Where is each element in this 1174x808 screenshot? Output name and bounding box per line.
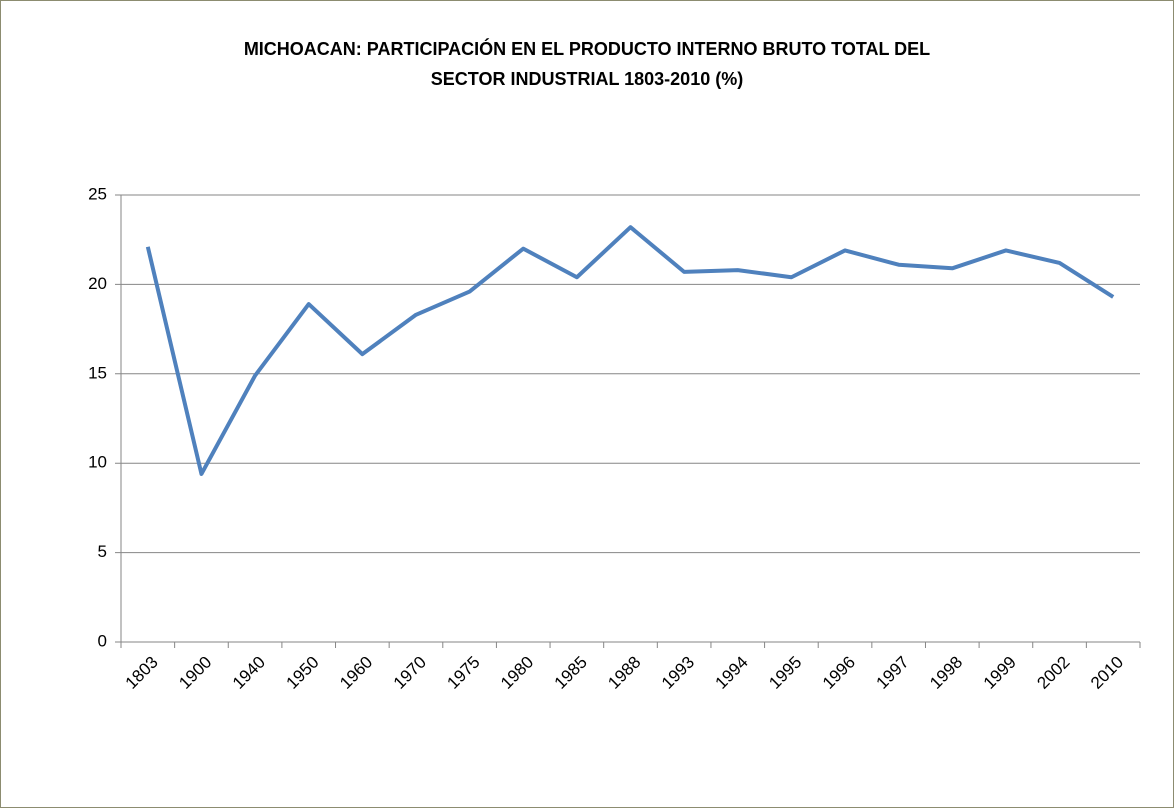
x-tick-label: 1970 [390,653,430,693]
x-tick-label: 1940 [229,653,269,693]
x-tick-label: 1999 [980,653,1020,693]
x-tick-label: 1975 [443,653,483,693]
y-tick-label: 20 [88,274,107,293]
x-tick-label: 1994 [712,653,752,693]
y-tick-label: 5 [98,542,107,561]
x-tick-label: 1985 [551,653,591,693]
chart-title: MICHOACAN: PARTICIPACIÓN EN EL PRODUCTO … [243,39,931,89]
x-tick-label: 2010 [1087,653,1127,693]
y-tick-label: 15 [88,363,107,382]
x-tick-label: 1980 [497,653,537,693]
x-tick-label: 1988 [604,653,644,693]
title-box: MICHOACAN: PARTICIPACIÓN EN EL PRODUCTO … [0,34,1174,94]
x-tick-label: 1996 [819,653,859,693]
x-tick-label: 1900 [175,653,215,693]
x-tick-label: 2002 [1033,653,1073,693]
x-tick-label: 1960 [336,653,376,693]
x-tick-label: 1997 [872,653,912,693]
x-tick-label: 1995 [765,653,805,693]
y-tick-label: 10 [88,453,107,472]
y-tick-label: 25 [88,184,107,203]
x-tick-label: 1950 [283,653,323,693]
y-tick-label: 0 [98,631,107,650]
x-tick-label: 1998 [926,653,966,693]
series-line [145,225,1115,476]
x-tick-label: 1993 [658,653,698,693]
x-tick-label: 1803 [122,653,162,693]
